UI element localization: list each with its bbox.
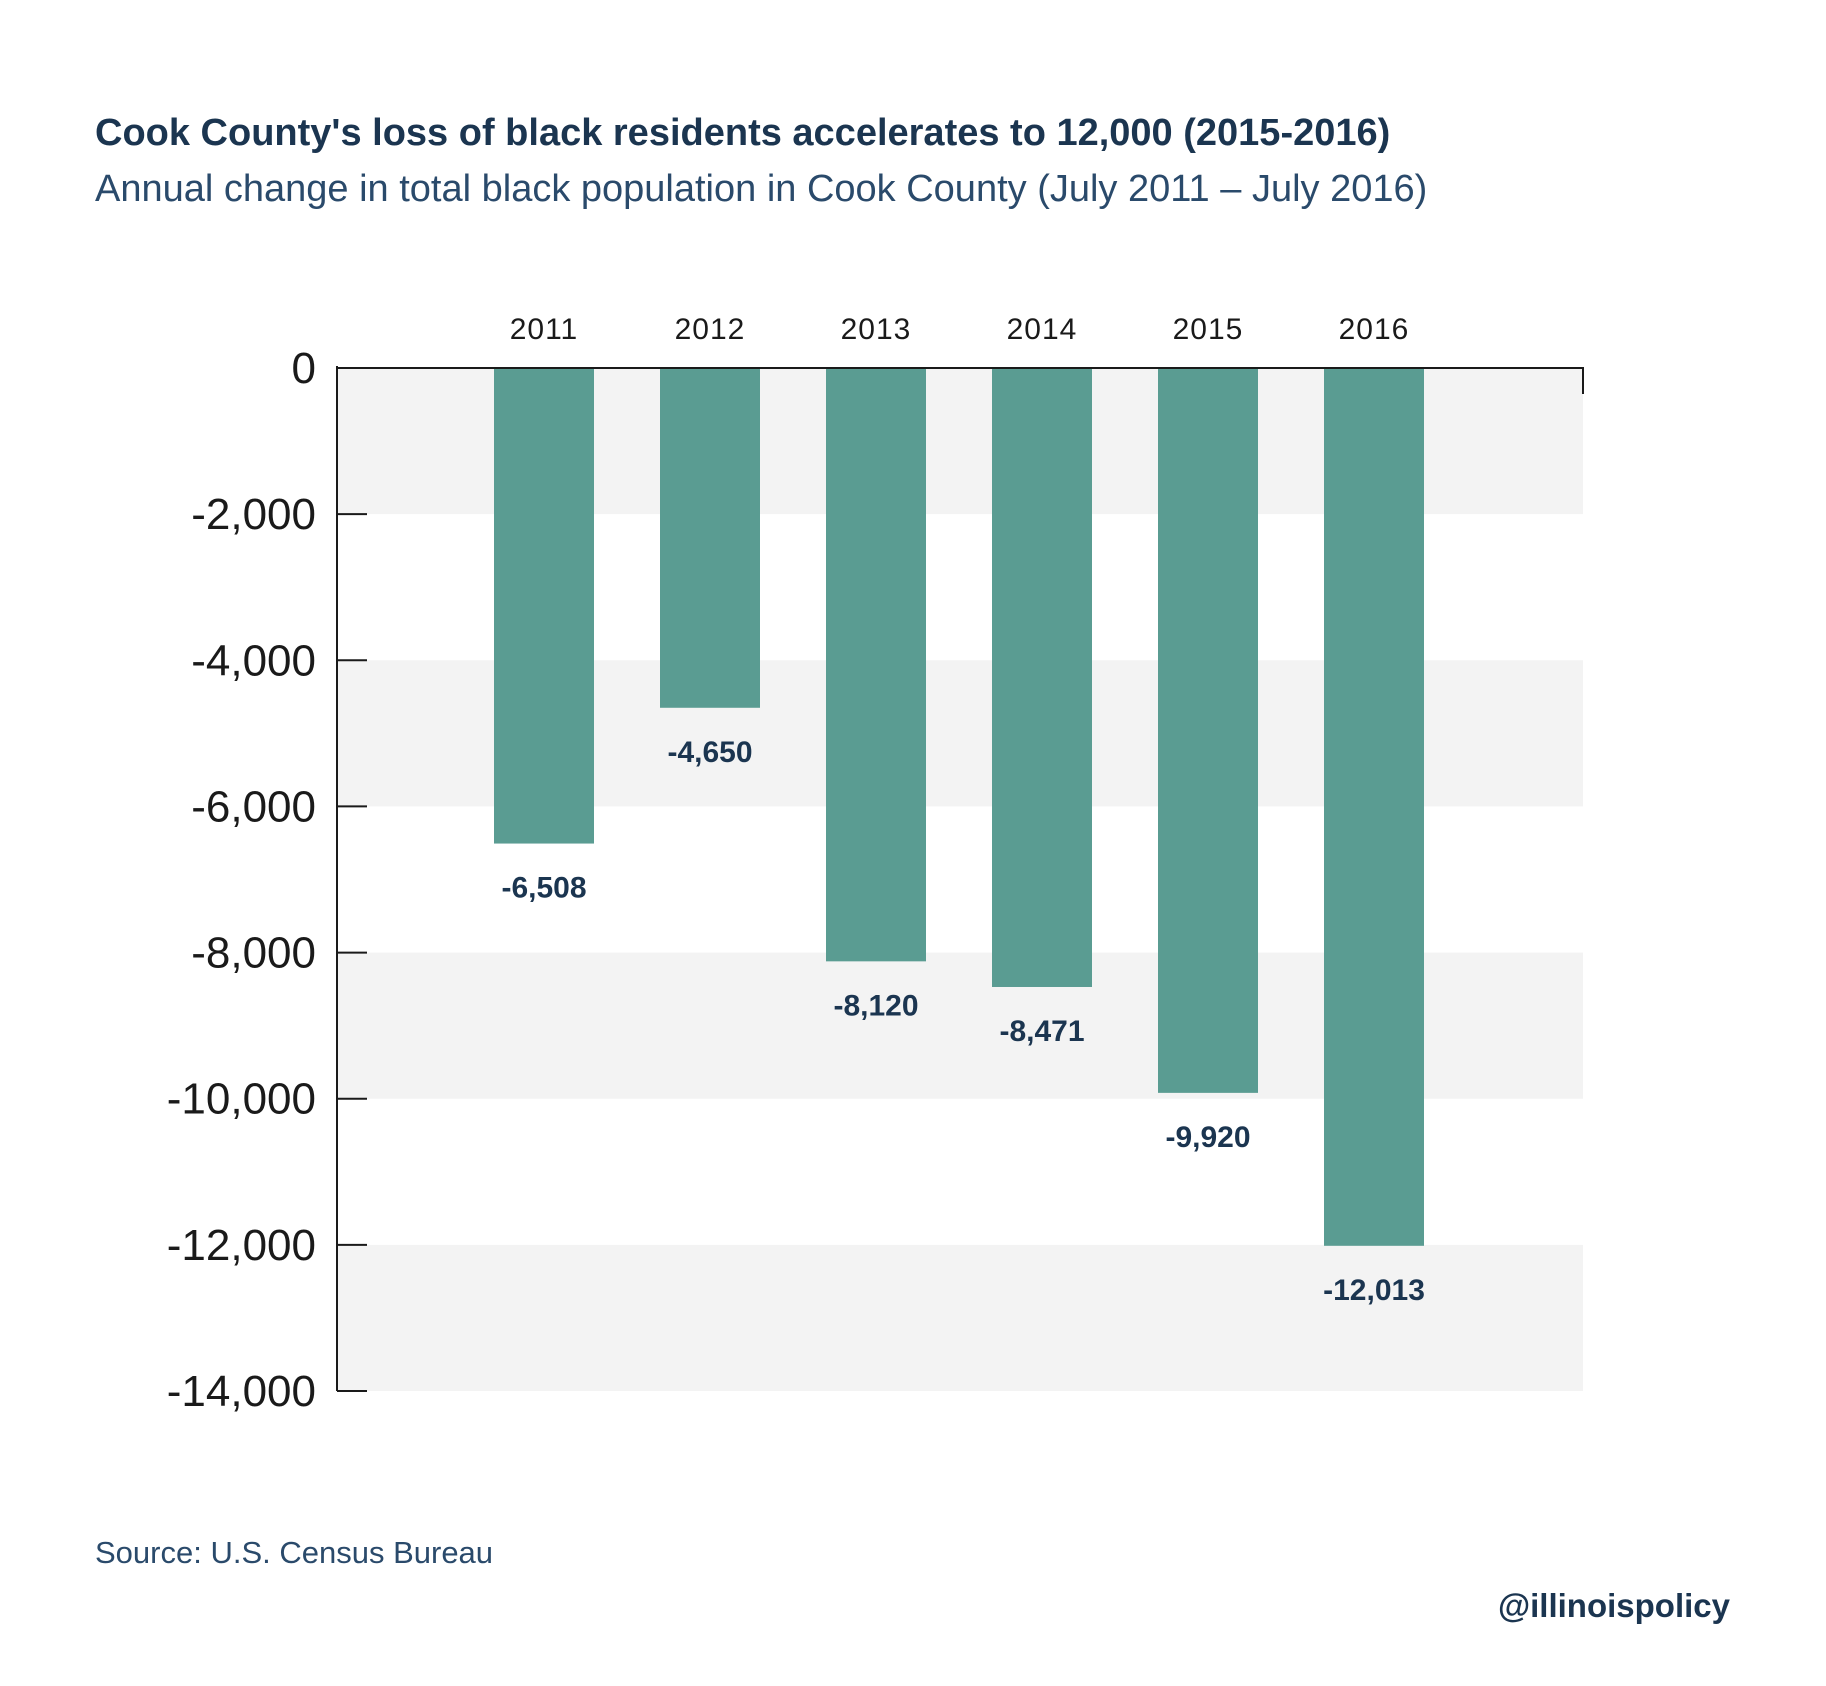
background-band (337, 1244, 1583, 1391)
chart-subtitle: Annual change in total black population … (95, 168, 1428, 210)
y-tick-label: -10,000 (167, 1075, 316, 1124)
source-note: Source: U.S. Census Bureau (95, 1535, 494, 1570)
y-tick-label: -14,000 (167, 1367, 316, 1416)
bar-2011 (494, 368, 594, 844)
bar-2014 (992, 368, 1092, 987)
x-tick-label: 2011 (510, 313, 579, 346)
data-label: -9,920 (1165, 1121, 1250, 1154)
x-tick-label: 2016 (1339, 313, 1410, 346)
x-tick-label: 2015 (1173, 313, 1244, 346)
x-tick-label: 2013 (841, 313, 912, 346)
data-label: -8,471 (999, 1015, 1084, 1048)
bar-2013 (826, 368, 926, 962)
y-tick-label: -6,000 (191, 782, 316, 831)
y-tick-label: -12,000 (167, 1221, 316, 1270)
x-tick-label: 2014 (1007, 313, 1078, 346)
axes (336, 366, 1584, 1392)
bar-2016 (1324, 368, 1424, 1246)
y-tick-label: -4,000 (191, 636, 316, 685)
bar-2012 (660, 368, 760, 708)
data-label: -6,508 (501, 872, 586, 905)
data-label: -8,120 (833, 989, 918, 1022)
x-tick-label: 2012 (675, 313, 746, 346)
bar-series (494, 368, 1424, 1246)
y-tick-label: -2,000 (191, 490, 316, 539)
chart-title: Cook County's loss of black residents ac… (95, 112, 1391, 154)
y-tick-label: -8,000 (191, 929, 316, 978)
bar-2015 (1158, 368, 1258, 1093)
data-label: -4,650 (667, 736, 752, 769)
y-tick-label: 0 (292, 344, 316, 393)
brand-handle: @illinoispolicy (1497, 1587, 1730, 1624)
data-labels: -6,508 -4,650 -8,120 -8,471 -9,920 -12,013 (501, 736, 1424, 1307)
tick-labels: 0 -2,000 -4,000 -6,000 -8,000 -10,000 -12,000 -… (167, 313, 1410, 1416)
data-label: -12,013 (1323, 1274, 1425, 1307)
